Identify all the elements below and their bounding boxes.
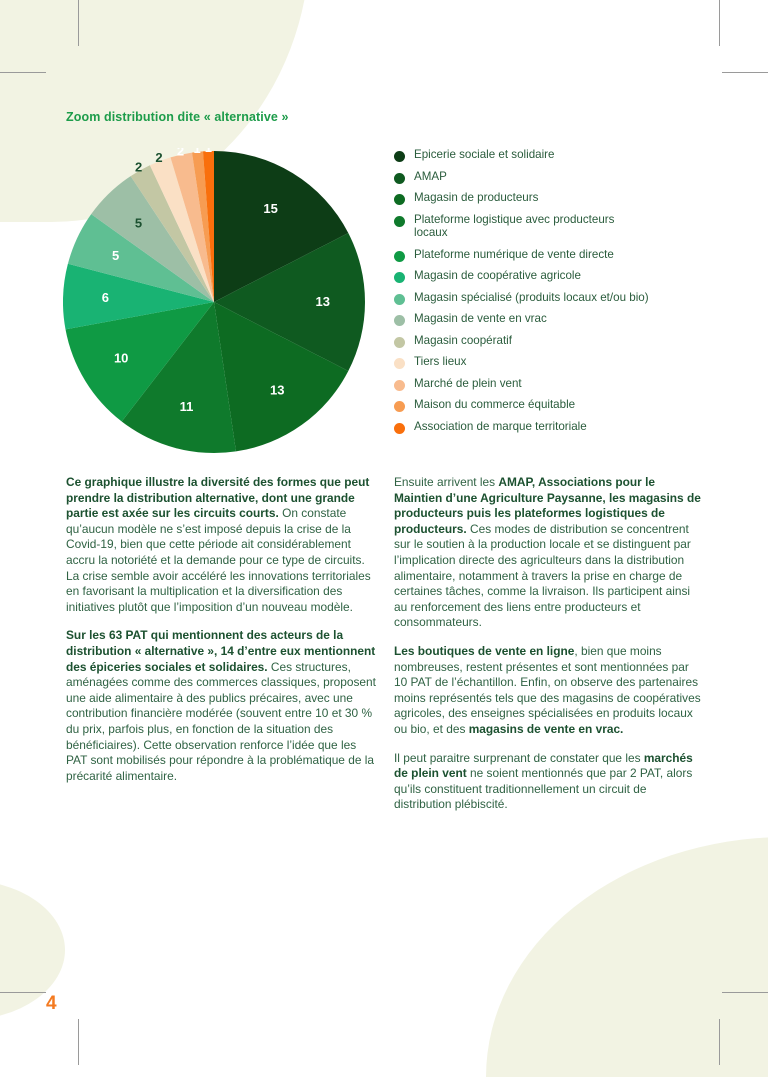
legend-item-label: Tiers lieux [414, 355, 467, 369]
legend-color-dot-icon [394, 194, 405, 205]
paragraph-1-rest: On constate qu’aucun modèle ne s’est imp… [66, 506, 371, 614]
legend-item-label: Association de marque territoriale [414, 419, 587, 433]
paragraph-4: Les boutiques de vente en ligne, bien qu… [394, 644, 705, 738]
paragraph-4-mid: , bien que moins nombreuses, restent pré… [394, 643, 701, 736]
legend-color-dot-icon [394, 215, 405, 227]
pie-chart: 151313111065522211 [63, 148, 365, 456]
legend-color-dot-icon [394, 172, 405, 184]
legend-color-dot-icon [394, 293, 405, 305]
pie-slice-value-label: 1 [205, 148, 212, 155]
legend-item[interactable]: Magasin spécialisé (produits locaux et/o… [394, 291, 714, 305]
legend-item-label: Magasin de vente en vrac [414, 312, 547, 326]
legend-item-label: Marché de plein vent [414, 376, 522, 390]
legend-color-dot-icon [394, 315, 405, 327]
pie-slice[interactable] [67, 214, 214, 302]
paragraph-3-bold: AMAP, Associations pour le Maintien d’un… [394, 475, 701, 536]
legend-item[interactable]: Magasin coopératif [394, 334, 714, 348]
right-text-column: Ensuite arrivent les AMAP, Associations … [394, 475, 705, 826]
legend-item-label: Epicerie sociale et solidaire [414, 148, 555, 161]
pie-slice[interactable] [170, 152, 214, 302]
paragraph-1-lead: Ce graphique illustre la diversité des f… [66, 475, 370, 521]
paragraph-2-rest: Ces structures, aménagées comme des comm… [66, 659, 376, 783]
left-text-column: Ce graphique illustre la diversité des f… [66, 475, 377, 797]
pie-slice-value-label: 15 [263, 201, 277, 216]
paragraph-4-bold2: magasins de vente en vrac. [468, 721, 624, 736]
pie-slice[interactable] [149, 157, 214, 302]
paragraph-2-lead: Sur les 63 PAT qui mentionnent des acteu… [66, 628, 376, 674]
legend-item[interactable]: Plateforme numérique de vente directe [394, 248, 714, 262]
legend-item-label: AMAP [414, 169, 447, 183]
paragraph-3-end: Ces modes de distribution se concentrent… [394, 521, 691, 630]
pie-slice-value-label: 11 [180, 399, 194, 414]
pie-slice[interactable] [91, 176, 214, 302]
legend-item[interactable]: Association de marque territoriale [394, 420, 714, 434]
crop-mark-bottom-left-horizontal [0, 992, 46, 993]
page-number: 4 [46, 993, 57, 1014]
pie-slice-value-label: 6 [102, 290, 109, 305]
legend-item-label: Plateforme logistique avec producteurs l… [414, 212, 615, 240]
legend-item-label: Magasin coopératif [414, 333, 512, 347]
paragraph-2: Sur les 63 PAT qui mentionnent des acteu… [66, 628, 377, 784]
decorative-shape-bottom-right [486, 837, 768, 1077]
legend-item-label: Magasin spécialisé (produits locaux et/o… [414, 290, 649, 304]
pie-slice-value-label: 2 [155, 150, 162, 165]
legend-item[interactable]: Magasin de producteurs [394, 191, 714, 205]
crop-mark-bottom-left-vertical [78, 1019, 79, 1065]
legend-item-label: Magasin de producteurs [414, 191, 539, 204]
crop-mark-top-left-vertical [78, 0, 79, 46]
crop-mark-top-right-vertical [719, 0, 720, 46]
legend-color-dot-icon [394, 401, 405, 413]
legend-item[interactable]: Magasin de coopérative agricole [394, 269, 714, 284]
pie-slice[interactable] [130, 165, 214, 302]
paragraph-3: Ensuite arrivent les AMAP, Associations … [394, 475, 705, 631]
legend-color-dot-icon [394, 250, 405, 262]
legend-color-dot-icon [394, 422, 405, 434]
pie-slice[interactable] [65, 302, 214, 422]
legend-color-dot-icon [394, 272, 405, 284]
crop-mark-top-left-horizontal [0, 72, 46, 73]
paragraph-5-start: Il peut paraitre surprenant de constater… [394, 750, 644, 765]
pie-slice[interactable] [63, 263, 214, 330]
legend-color-dot-icon [394, 379, 405, 391]
paragraph-5: Il peut paraitre surprenant de constater… [394, 751, 705, 813]
pie-slice[interactable] [192, 151, 214, 302]
pie-slice-value-label: 1 [194, 148, 201, 156]
pie-slice-value-label: 13 [315, 294, 329, 309]
legend-color-dot-icon [394, 358, 405, 370]
crop-mark-top-right-horizontal [722, 72, 768, 73]
pie-slice-value-label: 2 [177, 148, 184, 159]
pie-slice-value-label: 5 [135, 216, 142, 231]
legend-color-dot-icon [394, 151, 405, 162]
pie-slice[interactable] [214, 302, 349, 452]
pie-slice-value-label: 10 [114, 351, 128, 366]
legend-item[interactable]: Plateforme logistique avec producteurs l… [394, 213, 714, 241]
crop-mark-bottom-right-horizontal [722, 992, 768, 993]
chart-legend: Epicerie sociale et solidaire AMAP Magasin… [394, 148, 714, 441]
paragraph-4-bold: Les boutiques de vente en ligne [394, 643, 575, 658]
crop-mark-bottom-right-vertical [719, 1019, 720, 1065]
paragraph-3-start: Ensuite arrivent les [394, 475, 499, 489]
paragraph-5-end: ne soient mentionnés que par 2 PAT, alor… [394, 766, 693, 812]
pie-chart-svg: 151313111065522211 [63, 148, 365, 453]
paragraph-1: Ce graphique illustre la diversité des f… [66, 475, 377, 615]
pie-slice[interactable] [202, 151, 214, 302]
legend-color-dot-icon [394, 336, 405, 348]
legend-item-label: Maison du commerce équitable [414, 398, 576, 412]
legend-item[interactable]: Tiers lieux [394, 355, 714, 370]
pie-slice-value-label: 2 [135, 160, 142, 175]
legend-item[interactable]: Marché de plein vent [394, 377, 714, 391]
pie-slice-value-label: 13 [270, 382, 284, 397]
paragraph-5-bold: marchés de plein vent [394, 750, 693, 781]
legend-item[interactable]: Magasin de vente en vrac [394, 312, 714, 327]
pie-slice[interactable] [214, 232, 365, 372]
legend-item-label: Magasin de coopérative agricole [414, 269, 581, 283]
legend-item[interactable]: Epicerie sociale et solidaire [394, 148, 714, 162]
pie-slice[interactable] [121, 302, 236, 453]
legend-item[interactable]: Maison du commerce équitable [394, 398, 714, 413]
legend-item-label: Plateforme numérique de vente directe [414, 247, 614, 261]
chart-title: Zoom distribution dite « alternative » [66, 110, 289, 124]
legend-item[interactable]: AMAP [394, 170, 714, 184]
pie-slice[interactable] [214, 151, 349, 302]
pie-slice-value-label: 5 [112, 248, 119, 263]
